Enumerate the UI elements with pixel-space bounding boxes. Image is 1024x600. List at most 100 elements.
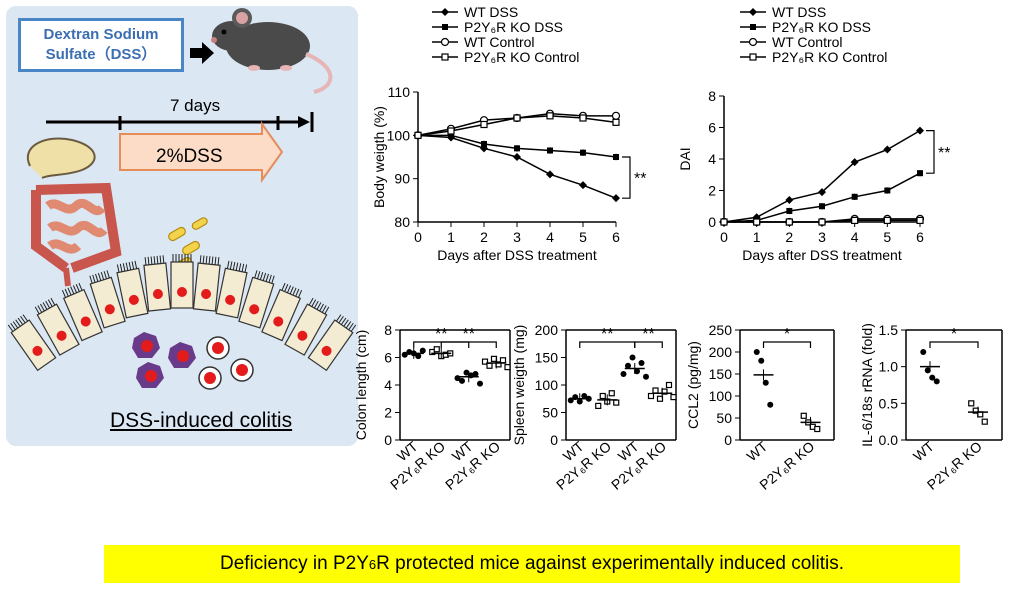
x-tick-label: 1: [447, 229, 455, 245]
y-axis-label: DAI: [677, 147, 693, 170]
data-point: [916, 126, 924, 135]
data-point: [612, 194, 620, 203]
microvillus: [226, 260, 230, 269]
microvillus: [311, 299, 317, 307]
y-tick-label: 0: [708, 214, 716, 230]
significance-label: **: [601, 326, 613, 343]
x-tick-label: 2: [480, 229, 488, 245]
data-point: [762, 379, 769, 386]
x-tick-label: 6: [612, 229, 620, 245]
intestine-icon: [26, 137, 122, 287]
microvillus: [67, 287, 72, 296]
microvillus: [34, 306, 40, 315]
x-tick-label: P2Y₆R KO: [608, 438, 669, 493]
epithelial-cell: [116, 260, 149, 319]
legend-label: WT DSS: [772, 4, 826, 20]
significance-label: *: [784, 326, 790, 343]
schematic-art: [7, 8, 357, 390]
epithelial-cell: [238, 270, 275, 329]
dot-plot: 0.00.51.01.5IL-6/18s rRNA (fold)WTP2Y₆R …: [859, 322, 1003, 493]
data-point: [786, 207, 793, 214]
significance-bracket: [634, 341, 663, 348]
y-tick-label: 150: [535, 350, 559, 366]
microvillus: [217, 257, 220, 266]
line-chart: 80 90 100 110 0 1 2 3 4 5 6 Days after DSS treatmen…: [371, 4, 646, 263]
epithelial-cell: [307, 314, 357, 372]
microvillus: [338, 316, 344, 324]
microvillus: [345, 321, 352, 329]
y-axis-label: Spleen weigth (mg): [511, 325, 527, 446]
legend-label: WT Control: [464, 34, 535, 50]
data-point: [933, 378, 940, 385]
x-tick-label: 5: [883, 229, 891, 245]
y-tick-label: 0.5: [879, 395, 899, 411]
x-tick-label: 4: [851, 229, 859, 245]
dss-arrow-icon: [119, 120, 284, 184]
y-tick-label: 0: [724, 432, 732, 448]
data-point: [720, 218, 728, 226]
cell-nucleus: [297, 330, 308, 341]
legend-label: WT Control: [772, 34, 843, 50]
microvillus: [295, 288, 300, 297]
microvillus: [97, 272, 102, 281]
significance-bracket: [622, 156, 631, 199]
data-point: [753, 349, 760, 355]
microvillus: [324, 306, 330, 315]
data-point: [929, 374, 936, 381]
data-point: [448, 132, 454, 139]
microvillus: [313, 300, 319, 309]
microvillus: [284, 284, 289, 292]
cell-body: [307, 319, 354, 372]
x-tick-label: 3: [818, 229, 826, 245]
cell-nucleus: [321, 345, 332, 356]
microvillus: [205, 255, 208, 264]
epithelial-cell: [34, 297, 80, 356]
microvillus: [199, 255, 202, 264]
caption-subscript: 6: [368, 556, 377, 572]
microvillus: [159, 255, 162, 264]
microvillus: [106, 270, 110, 279]
dss-treatment-box: Dextran Sodium Sulfate（DSS）: [18, 18, 184, 72]
microvillus: [321, 305, 327, 313]
microvillus: [244, 264, 248, 273]
cell-body: [10, 319, 57, 372]
microvillus: [268, 274, 272, 283]
data-point: [819, 203, 825, 210]
epithelial-cell: [143, 255, 172, 312]
data-point: [851, 193, 858, 200]
y-tick-label: 8: [384, 322, 392, 338]
y-axis-label: CCL2 (pg/mg): [685, 341, 701, 429]
microvillus: [350, 324, 357, 332]
data-point: [924, 367, 931, 374]
caption: Deficiency in P2Y 6 R protected mice again…: [104, 545, 960, 583]
timeline: [46, 112, 314, 132]
cell-nucleus: [56, 330, 67, 341]
epithelial-cell: [215, 260, 248, 319]
microvillus: [348, 322, 354, 331]
microvillus: [156, 255, 159, 264]
microvillus: [259, 272, 264, 280]
y-tick-label: 0: [384, 432, 392, 448]
microvillus: [37, 305, 43, 313]
data-point: [818, 188, 826, 197]
x-tick-label: P2Y₆R KO: [387, 438, 448, 493]
significance-label: **: [938, 145, 950, 162]
microvillus: [64, 288, 69, 297]
microvillus: [134, 260, 138, 269]
data-point: [613, 399, 620, 406]
microvillus: [89, 275, 93, 284]
duration-label: 7 days: [170, 96, 221, 115]
dss-box-line2: Sulfate（DSS）: [45, 46, 157, 63]
data-point: [883, 216, 891, 225]
cell-nucleus: [225, 294, 236, 305]
significance-bracket: [926, 130, 935, 174]
y-tick-label: 50: [716, 410, 732, 426]
data-point: [513, 153, 521, 161]
x-tick-label: 2: [785, 229, 793, 245]
data-point: [634, 368, 640, 375]
data-point: [447, 127, 455, 135]
microvillus: [103, 271, 107, 280]
legend-label: P2Y₆R KO DSS: [464, 19, 563, 35]
